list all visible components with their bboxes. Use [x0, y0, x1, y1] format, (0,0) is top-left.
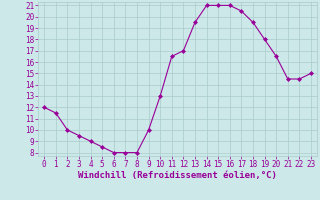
X-axis label: Windchill (Refroidissement éolien,°C): Windchill (Refroidissement éolien,°C)	[78, 171, 277, 180]
